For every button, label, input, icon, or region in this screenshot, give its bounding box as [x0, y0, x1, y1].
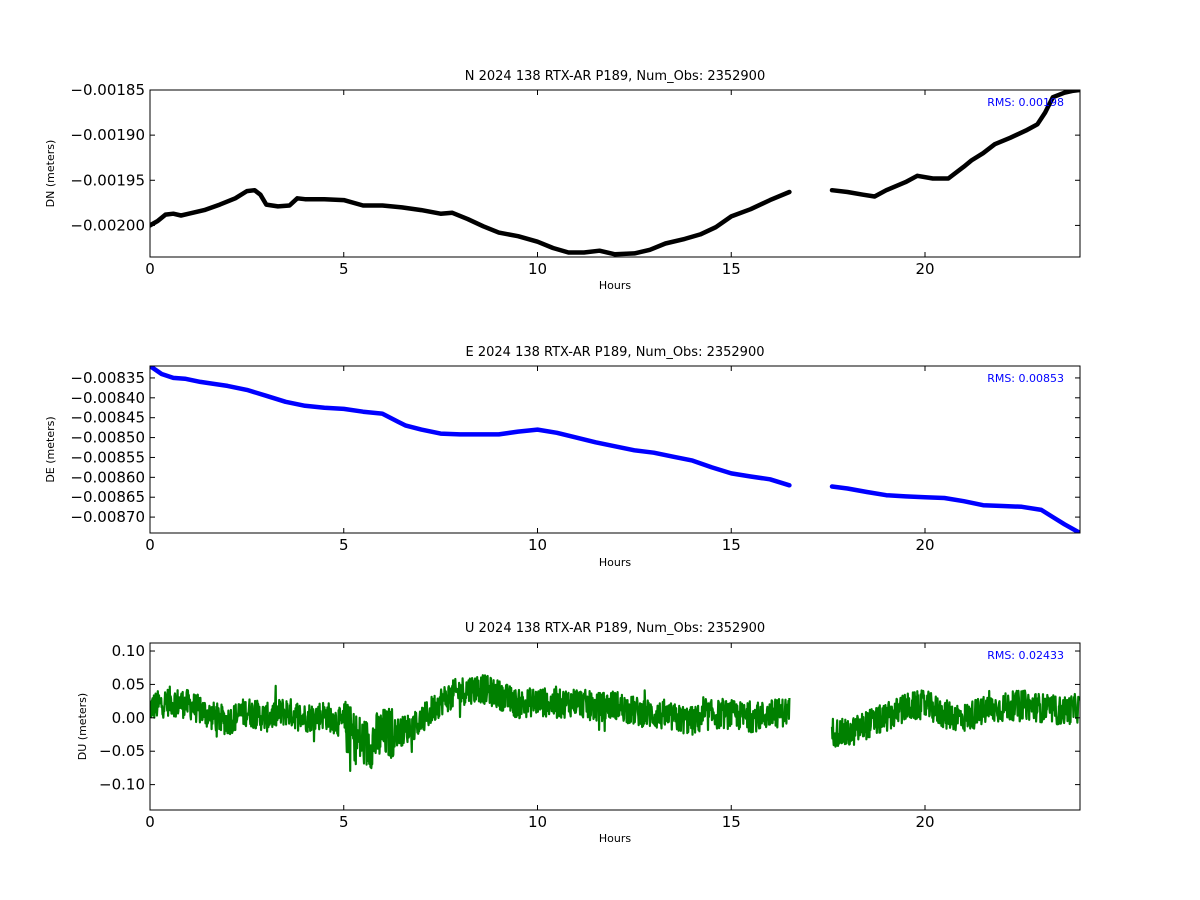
x-tick-label: 15 — [722, 260, 741, 278]
x-tick-label: 20 — [915, 536, 934, 554]
y-axis-label: DN (meters) — [44, 140, 57, 208]
subplot-title: U 2024 138 RTX-AR P189, Num_Obs: 2352900 — [465, 621, 765, 636]
x-axis-label: Hours — [599, 279, 631, 292]
subplot-north: N 2024 138 RTX-AR P189, Num_Obs: 2352900… — [44, 69, 1081, 292]
x-tick-label: 20 — [915, 813, 934, 831]
x-tick-label: 20 — [915, 260, 934, 278]
y-tick-label: −0.00850 — [70, 429, 145, 447]
y-tick-label: −0.00860 — [70, 468, 145, 486]
x-tick-label: 10 — [528, 536, 547, 554]
x-tick-label: 5 — [339, 536, 349, 554]
rms-annotation: RMS: 0.00853 — [987, 372, 1064, 385]
y-tick-label: −0.00835 — [70, 369, 145, 387]
x-axis-label: Hours — [599, 556, 631, 569]
axes-frame — [149, 365, 1081, 534]
x-axis: 0 5 10 15 20 — [145, 643, 935, 831]
y-tick-label: 0.10 — [112, 642, 145, 660]
y-tick-label: −0.00855 — [70, 448, 145, 466]
x-tick-label: 15 — [722, 813, 741, 831]
subplot-east: E 2024 138 RTX-AR P189, Num_Obs: 2352900… — [44, 345, 1081, 569]
subplot-title: N 2024 138 RTX-AR P189, Num_Obs: 2352900 — [465, 69, 765, 84]
axes-frame — [149, 642, 1081, 811]
y-tick-label: 0.00 — [112, 709, 145, 727]
series-line — [829, 90, 1080, 199]
plot-area — [150, 90, 1080, 257]
x-axis: 0 5 10 15 20 — [145, 90, 935, 278]
series-line — [829, 484, 1080, 533]
y-tick-label: −0.00840 — [70, 389, 145, 407]
y-tick-label: 0.05 — [112, 675, 145, 693]
y-tick-label: −0.00865 — [70, 488, 145, 506]
y-axis-label: DU (meters) — [76, 693, 89, 760]
y-axis: −0.00185 −0.00190 −0.00195 −0.00200 — [70, 81, 1080, 234]
y-tick-label: −0.00195 — [70, 171, 145, 189]
y-tick-label: −0.00870 — [70, 508, 145, 526]
x-tick-label: 10 — [528, 260, 547, 278]
y-tick-label: −0.00845 — [70, 409, 145, 427]
rms-annotation: RMS: 0.00198 — [987, 96, 1064, 109]
y-axis-label: DE (meters) — [44, 416, 57, 482]
plot-area — [150, 366, 1080, 533]
y-tick-label: −0.10 — [99, 776, 145, 794]
x-tick-label: 0 — [145, 813, 155, 831]
x-axis: 0 5 10 15 20 — [145, 366, 935, 554]
x-tick-label: 15 — [722, 536, 741, 554]
y-tick-label: −0.05 — [99, 742, 145, 760]
x-tick-label: 5 — [339, 260, 349, 278]
series-line — [150, 674, 791, 772]
y-axis: −0.00835 −0.00840 −0.00845 −0.00850−0.00855… — [70, 369, 1080, 526]
x-axis-label: Hours — [599, 832, 631, 845]
subplot-title: E 2024 138 RTX-AR P189, Num_Obs: 2352900 — [466, 345, 765, 360]
subplot-up: U 2024 138 RTX-AR P189, Num_Obs: 2352900… — [76, 621, 1081, 845]
y-tick-label: −0.00190 — [70, 126, 145, 144]
y-tick-label: −0.00200 — [70, 216, 145, 234]
x-tick-label: 10 — [528, 813, 547, 831]
y-tick-label: −0.00185 — [70, 81, 145, 99]
series-line — [150, 366, 792, 488]
axes-frame — [149, 89, 1081, 258]
plot-area — [150, 674, 1080, 772]
series-line — [150, 187, 792, 257]
y-axis: 0.10 0.05 0.00 −0.05 −0.10 — [99, 642, 1080, 794]
x-tick-label: 0 — [145, 260, 155, 278]
series-line — [830, 689, 1080, 748]
x-tick-label: 0 — [145, 536, 155, 554]
rms-annotation: RMS: 0.02433 — [987, 649, 1064, 662]
x-tick-label: 5 — [339, 813, 349, 831]
